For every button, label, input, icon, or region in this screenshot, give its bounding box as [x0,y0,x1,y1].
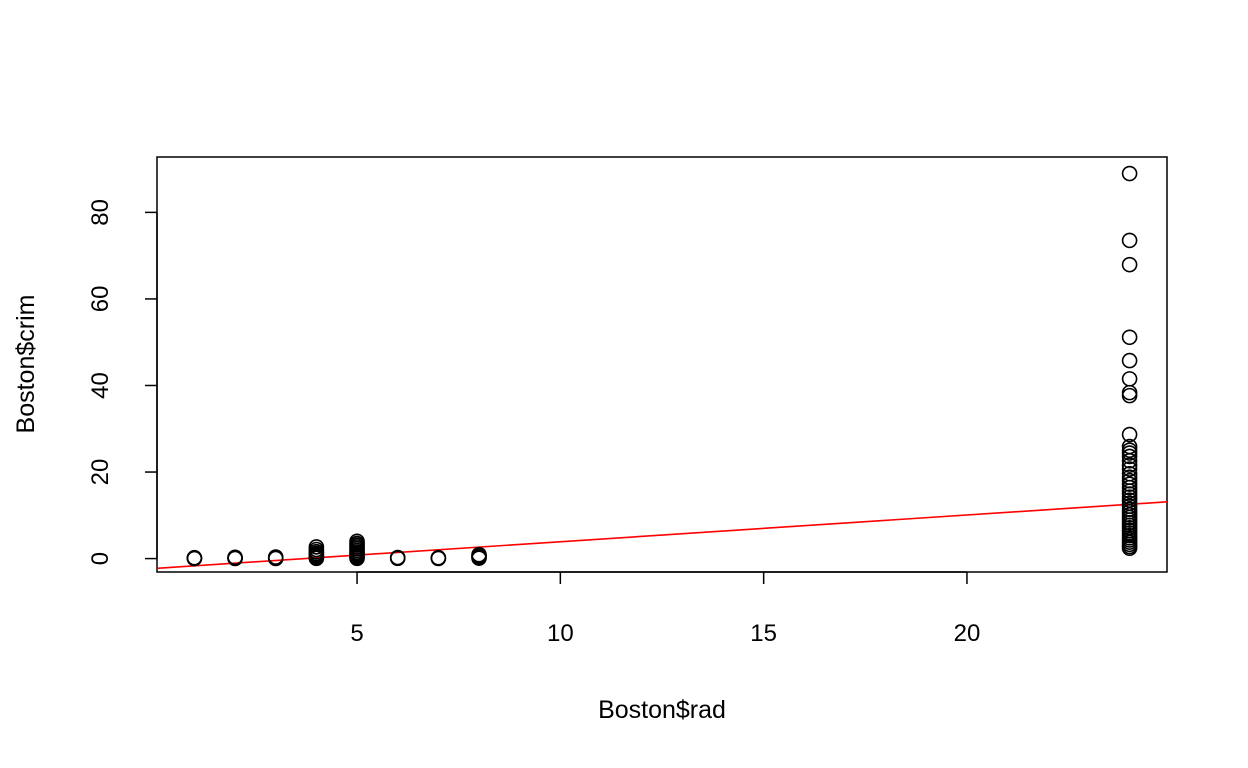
data-point [1121,448,1138,465]
data-point [430,549,447,566]
data-point [1121,232,1138,249]
data-point [1121,256,1138,273]
data-point [1121,426,1138,443]
data-point [308,539,325,555]
y-tick-label: 40 [87,372,114,399]
data-points [186,165,1138,567]
data-point [389,549,406,566]
data-point [267,549,284,565]
data-point [1121,479,1138,496]
y-tick-label: 60 [87,286,114,313]
regression-line [157,501,1167,570]
y-tick-label: 0 [87,552,114,565]
data-point [1121,540,1138,556]
regression-line-group [157,501,1167,570]
data-point [1121,461,1138,477]
x-tick-label: 5 [350,620,363,647]
data-point [1121,371,1138,387]
data-point [1121,452,1138,469]
y-tick-label: 20 [87,459,114,486]
y-tick-label: 80 [87,199,114,226]
data-point [1121,387,1138,404]
x-axis-title: Boston$rad [598,696,726,724]
plot-frame [156,156,1168,573]
data-point [227,549,243,566]
data-point [1121,329,1138,346]
data-point [1121,165,1138,182]
data-point [1121,457,1138,473]
y-axis-title: Boston$crim [12,295,40,434]
data-point [1121,476,1138,492]
y-axis: 0 20 40 60 80 [87,199,158,565]
data-point [349,533,365,550]
data-point [1121,384,1138,401]
x-tick-label: 15 [750,620,777,647]
data-point [186,549,203,566]
data-point [471,546,487,563]
x-axis: 5 10 15 20 [350,571,981,647]
x-tick-label: 10 [547,620,574,647]
x-tick-label: 20 [954,620,981,647]
data-point [1121,352,1138,369]
